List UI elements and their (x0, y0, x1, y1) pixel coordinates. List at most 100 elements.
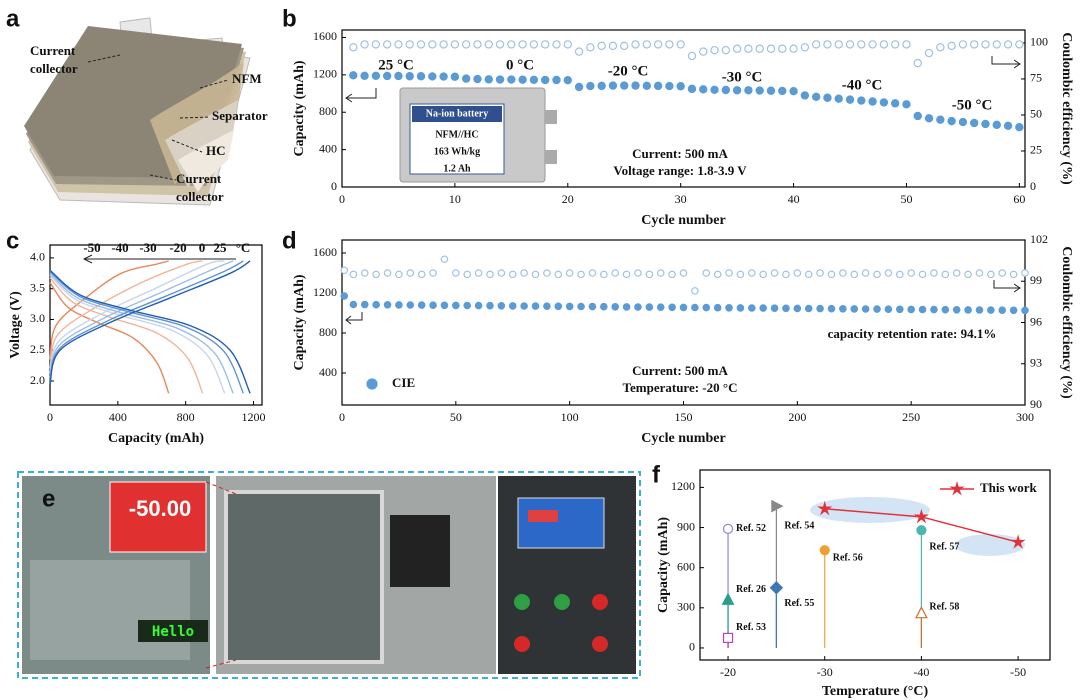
data-point (529, 75, 539, 85)
data-point (850, 270, 859, 279)
data-point (518, 75, 527, 84)
y-tick-label: 3.0 (30, 311, 45, 325)
x-tick-label: 20 (562, 192, 574, 206)
y-tick-label: 1600 (313, 245, 337, 259)
data-point (484, 75, 493, 84)
data-point (642, 40, 652, 49)
data-point (340, 292, 349, 300)
data-point (518, 40, 527, 49)
y2-tick-label: 99 (1030, 273, 1042, 287)
data-point (895, 305, 904, 314)
data-point (857, 40, 866, 49)
data-point (992, 120, 1001, 130)
data-point (406, 269, 415, 277)
legend-arrow (82, 254, 236, 264)
data-point (608, 41, 618, 51)
data-point (1021, 306, 1029, 315)
data-point (839, 269, 847, 277)
x-tick-label: 0 (47, 410, 53, 424)
highlight (810, 497, 930, 523)
data-point (665, 40, 674, 49)
data-point (861, 305, 870, 313)
data-point (793, 269, 802, 277)
data-point (789, 44, 798, 53)
data-point (918, 305, 927, 314)
axis-arrow (993, 280, 1021, 293)
data-point (725, 269, 733, 277)
data-point (713, 270, 722, 279)
diagram-label: Current (176, 171, 222, 186)
data-point (975, 269, 984, 277)
data-point (1003, 40, 1013, 49)
data-point (450, 40, 460, 49)
data-point (890, 40, 900, 49)
data-point (1009, 270, 1018, 279)
voltage-curve (49, 260, 203, 369)
data-point (586, 81, 595, 91)
data-point (1009, 306, 1018, 315)
y2-axis-title: Coulombic efficiency (%) (1059, 32, 1074, 185)
data-point (879, 40, 889, 49)
y2-tick-label: 75 (1030, 71, 1042, 85)
data-point (732, 86, 742, 95)
data-point (574, 47, 584, 56)
data-point (665, 81, 674, 91)
y-axis-title: Voltage (V) (8, 291, 23, 359)
data-point (884, 305, 893, 314)
data-point (732, 44, 742, 53)
y2-tick-label: 96 (1030, 314, 1042, 328)
y2-axis-title: Coulombic efficiency (%) (1059, 246, 1074, 399)
data-point (907, 305, 915, 314)
annotation: 25 °C (378, 57, 414, 73)
panel-label: d (282, 227, 297, 254)
data-point (992, 40, 1001, 49)
x-tick-label: -40 (913, 665, 929, 679)
axes-frame (699, 469, 1051, 661)
data-point (998, 306, 1007, 315)
data-point (668, 270, 676, 279)
data-point (486, 301, 494, 310)
data-point (839, 304, 847, 313)
y-tick-label: 0 (689, 640, 695, 654)
data-point (634, 303, 642, 311)
data-point (597, 81, 606, 91)
data-point (474, 269, 483, 277)
y-tick-label: 800 (319, 325, 337, 339)
data-point (998, 269, 1007, 277)
x-tick-label: 50 (450, 410, 462, 424)
annotation: -40 °C (842, 77, 883, 93)
axes-frame (49, 244, 263, 406)
x-axis-title: Cycle number (641, 213, 725, 228)
data-point (895, 270, 904, 279)
data-point (778, 86, 787, 96)
y2-tick-label: 93 (1030, 356, 1042, 370)
data-point (816, 304, 824, 313)
x-tick-label: 0 (339, 410, 345, 424)
data-point (710, 45, 719, 55)
data-point (817, 500, 833, 516)
y-axis-title: Capacity (mAh) (292, 274, 307, 370)
data-point (543, 302, 551, 311)
panel-label: c (6, 227, 19, 254)
data-point (879, 98, 889, 107)
data-point (473, 40, 482, 49)
y-axis-title: Capacity (mAh) (656, 517, 671, 613)
panel-label: a (6, 5, 20, 32)
point-label: Ref. 58 (929, 601, 959, 612)
annotation: capacity retention rate: 94.1% (828, 326, 997, 341)
data-point (819, 545, 830, 556)
data-point (428, 40, 437, 49)
data-point (349, 300, 358, 309)
data-point (474, 301, 483, 310)
led-sign: Hello (152, 624, 194, 640)
data-point (725, 303, 733, 312)
annotation: -50 °C (952, 97, 993, 113)
diagram-label: Current (30, 43, 76, 58)
data-point (600, 302, 608, 311)
data-point (405, 40, 414, 49)
data-point (755, 44, 764, 53)
annotation: Temperature: -20 °C (623, 380, 738, 395)
x-tick-label: -20 (720, 665, 736, 679)
inset-text: 1.2 Ah (443, 163, 471, 174)
x-tick-label: 10 (449, 192, 461, 206)
